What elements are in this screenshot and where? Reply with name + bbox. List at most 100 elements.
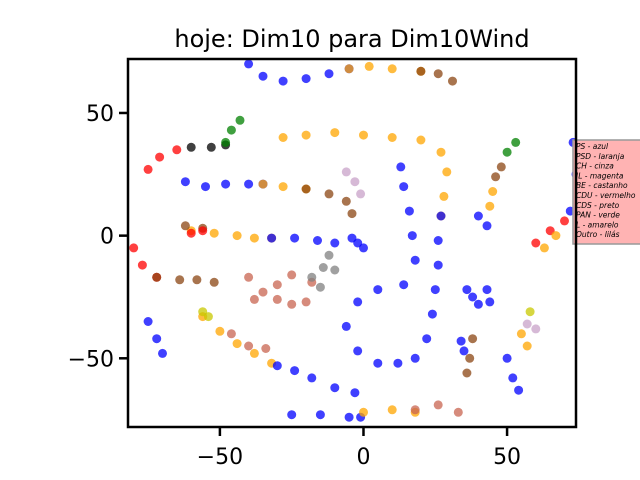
chart-title: hoje: Dim10 para Dim10Wind [174,25,529,53]
data-point [459,346,469,356]
data-point [436,147,446,157]
legend-entry: PAN - verde [576,211,620,220]
data-point [433,400,443,410]
data-point [324,69,334,79]
data-point [359,243,368,253]
data-point [232,231,242,241]
data-point [324,189,334,199]
data-point [350,177,360,187]
data-point [155,152,165,162]
data-point [430,285,440,295]
data-point [249,233,259,243]
data-point [290,233,300,243]
data-point [267,233,277,243]
axes-frame [126,57,578,429]
legend-box [572,139,640,245]
data-point [221,137,231,147]
data-point [330,383,340,393]
legend-entry: BE - castanho [576,181,628,190]
data-point [278,76,288,86]
data-point [232,339,242,349]
data-point [514,385,524,395]
data-point [485,297,495,307]
data-point [456,336,466,346]
data-point [356,189,366,199]
data-point [539,243,549,253]
data-point [462,368,472,378]
data-point [244,341,254,351]
data-point [180,177,190,187]
data-point [137,260,147,270]
legend-entry: CH - cinza [576,162,614,171]
y-tick-label: −50 [68,347,114,372]
data-point [209,277,219,287]
data-point [244,272,254,282]
data-point [186,142,196,152]
data-point [433,69,443,79]
data-point [468,334,478,344]
data-point [180,221,190,231]
data-point [244,59,254,69]
x-tick-label: 50 [493,445,521,470]
data-point [473,211,483,221]
data-point [531,324,541,334]
data-point [341,167,351,177]
data-point [249,294,259,304]
data-point [427,309,437,319]
data-point [152,334,162,344]
axis-ticks: −50 0 50 50 0 −50 [68,102,522,470]
data-point [410,405,420,415]
data-point [387,133,397,142]
data-point [143,164,153,174]
data-point [272,294,282,304]
data-point [315,282,325,292]
data-point [226,125,236,135]
data-point [393,358,403,368]
x-tick-label: −50 [197,445,243,470]
data-point [350,388,360,398]
data-point [258,179,268,189]
data-point [330,265,340,275]
data-point [387,64,397,74]
legend-entry: L - amarelo [576,220,619,229]
data-point [522,319,532,329]
data-point [482,285,492,295]
data-point [442,167,452,177]
data-point [404,206,414,216]
data-point [448,76,457,86]
data-point [453,407,463,417]
data-point [560,216,569,226]
data-point [373,358,383,368]
data-point [407,231,417,241]
data-point [330,128,340,138]
data-point [215,326,225,336]
legend-entry: PSD - laranja [576,152,625,161]
data-point [129,243,139,253]
data-point [318,263,328,272]
data-point [522,341,532,351]
legend-entry: CDU - vermelho [576,191,636,200]
data-point [502,147,512,157]
data-point [301,74,311,84]
data-point [416,66,426,76]
data-point [307,373,317,383]
data-point [482,221,492,231]
data-point [206,142,216,152]
data-point [508,373,518,383]
data-point [221,179,231,189]
data-point [152,272,162,282]
data-point [313,236,322,245]
data-point [410,353,420,363]
data-point [465,353,475,363]
data-point [290,366,300,376]
data-point [387,405,397,415]
data-point [344,412,354,422]
data-point [287,410,297,420]
data-point [330,238,340,248]
data-point [261,344,271,353]
data-point [353,297,363,307]
data-point [433,260,443,270]
data-point [344,64,354,74]
